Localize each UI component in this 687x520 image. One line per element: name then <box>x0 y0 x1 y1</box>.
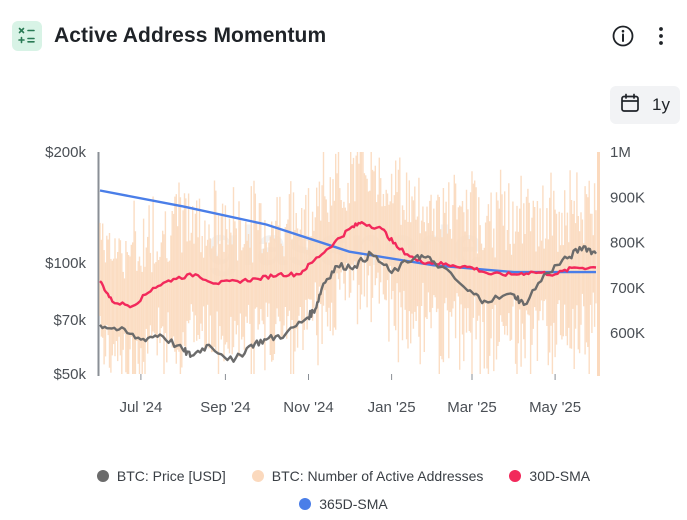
active-addresses-series <box>99 152 597 374</box>
x-tick-label: May '25 <box>529 399 581 416</box>
y-right-tick-label: 1M <box>610 144 631 161</box>
y-left-tick-label: $50k <box>53 366 86 383</box>
y-left-tick-label: $200k <box>45 144 86 161</box>
legend-dot <box>299 498 312 510</box>
legend-item-30d-sma[interactable]: 30D-SMA <box>509 468 590 484</box>
time-range-label: 1y <box>652 95 670 114</box>
legend: BTC: Price [USD] BTC: Number of Active A… <box>0 462 687 518</box>
axis-labels: $200k $100k $70k $50k 1M 900K 800K 700K 600K Jul … <box>45 144 645 416</box>
y-right-tick-label: 700K <box>610 280 645 297</box>
line-series-group <box>99 189 597 363</box>
chart-header: Active Address Momentum <box>12 18 675 54</box>
legend-label: 30D-SMA <box>529 468 591 484</box>
legend-label: BTC: Number of Active Addresses <box>271 468 484 484</box>
chart-title: Active Address Momentum <box>54 24 327 47</box>
more-vertical-icon[interactable] <box>647 22 675 50</box>
chart-plot[interactable]: glassnode $200k$100k$70k$50k1M900K800K70… <box>0 130 687 430</box>
legend-item-price[interactable]: BTC: Price [USD] <box>96 468 226 484</box>
legend-item-365d-sma[interactable]: 365D-SMA <box>299 496 388 512</box>
x-tick-label: Sep '24 <box>200 399 250 416</box>
calendar-icon <box>620 93 640 118</box>
legend-label: BTC: Price [USD] <box>116 468 226 484</box>
y-right-tick-label: 800K <box>610 235 645 252</box>
price-line <box>99 245 597 363</box>
time-range-button[interactable]: 1y <box>610 86 680 124</box>
y-right-tick-label: 900K <box>610 189 645 206</box>
legend-dot <box>251 470 264 482</box>
x-tick-label: Jul '24 <box>119 399 162 416</box>
y-left-tick-label: $100k <box>45 255 86 272</box>
y-left-tick-label: $70k <box>53 312 86 329</box>
x-tick-label: Nov '24 <box>283 399 333 416</box>
legend-dot <box>509 470 522 482</box>
legend-item-active-addresses[interactable]: BTC: Number of Active Addresses <box>251 468 484 484</box>
x-tick-label: Mar '25 <box>447 399 497 416</box>
sma30-line <box>99 220 597 309</box>
calculator-icon <box>12 21 42 51</box>
info-icon[interactable] <box>609 22 637 50</box>
sma365-line <box>99 189 596 274</box>
legend-dot <box>96 470 109 482</box>
x-tick-label: Jan '25 <box>368 399 416 416</box>
legend-label: 365D-SMA <box>319 496 388 512</box>
y-right-tick-label: 600K <box>610 325 645 342</box>
